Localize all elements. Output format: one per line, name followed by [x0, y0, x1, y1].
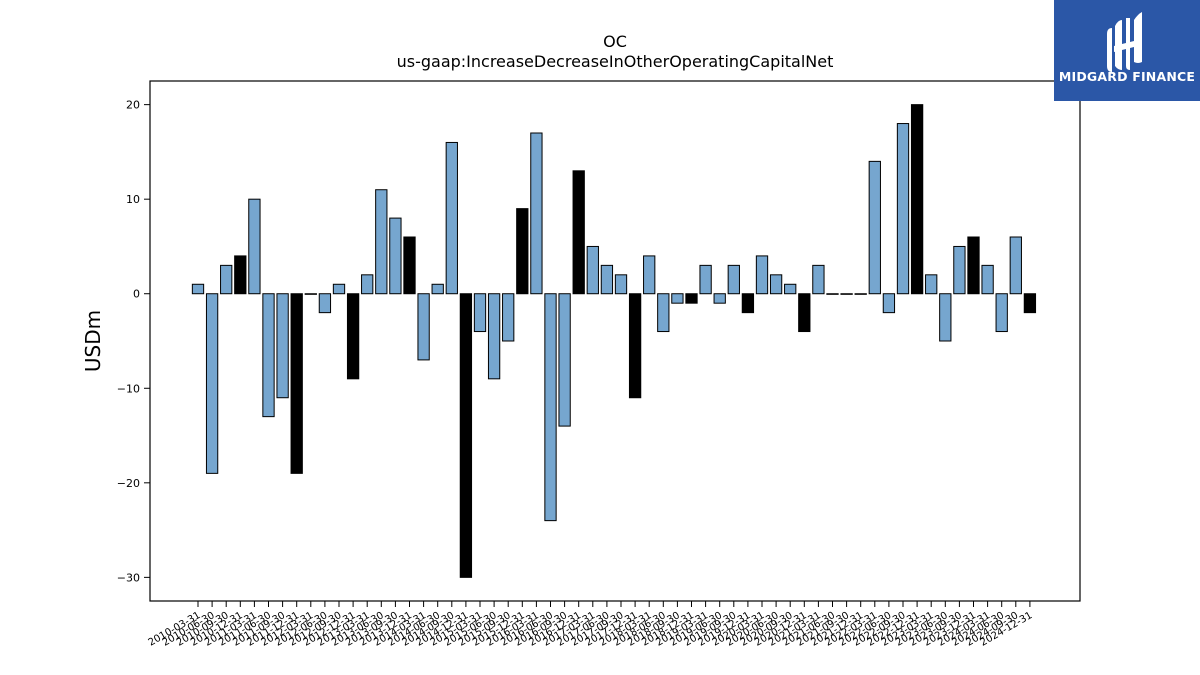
- bar-2013-06-30: [375, 189, 388, 295]
- bar-2013-12-31: [403, 236, 416, 295]
- bar-2016-09-30: [558, 293, 571, 427]
- bar-2016-12-31: [572, 170, 585, 295]
- y-tick-label: −10: [117, 382, 140, 395]
- bar-2017-09-30: [614, 274, 628, 295]
- bar-2019-03-31: [699, 264, 712, 295]
- bar-2012-06-30: [318, 293, 332, 314]
- bar-2015-03-31: [473, 293, 487, 333]
- bar-2019-09-30: [727, 264, 740, 295]
- bar-2022-12-31: [910, 104, 924, 295]
- bar-2011-12-31: [290, 293, 303, 474]
- midgard-finance-logo: MIDGARD FINANCE: [1054, 0, 1200, 101]
- bar-2018-03-31: [643, 255, 656, 295]
- y-tick-label: −20: [117, 477, 140, 490]
- bar-2023-06-30: [939, 293, 952, 342]
- logo-text: MIDGARD FINANCE: [1058, 69, 1196, 84]
- bar-2024-06-30: [995, 293, 1008, 333]
- bar-2011-06-30: [262, 293, 275, 418]
- y-tick-label: −30: [117, 571, 140, 584]
- bar-2014-09-30: [445, 141, 458, 295]
- bar-2020-03-31: [755, 255, 769, 295]
- bar-2010-03-31: [191, 283, 205, 295]
- bar-2018-09-30: [671, 293, 684, 304]
- bar-2017-12-31: [628, 293, 642, 399]
- y-tick-label: 0: [133, 288, 140, 301]
- bar-2016-06-30: [544, 293, 557, 522]
- bar-2012-03-31: [304, 293, 317, 295]
- bar-2021-03-31: [812, 264, 825, 295]
- bar-2017-03-31: [586, 245, 599, 295]
- bar-2022-09-30: [896, 123, 910, 295]
- bar-2019-12-31: [741, 293, 755, 314]
- bar-2021-09-30: [840, 293, 853, 295]
- bar-2023-09-30: [953, 245, 966, 295]
- chart-title: OC: [603, 32, 627, 51]
- bar-2012-09-30: [332, 283, 346, 295]
- logo-mark-icon: [1107, 12, 1142, 72]
- bar-2020-12-31: [798, 293, 811, 333]
- bar-2010-12-31: [234, 255, 247, 295]
- bar-2024-03-31: [981, 264, 994, 295]
- y-tick-label: 10: [126, 193, 140, 206]
- bar-2013-03-31: [361, 274, 374, 295]
- bar-2011-09-30: [276, 293, 289, 399]
- plot-frame: [149, 80, 1081, 602]
- bar-2018-12-31: [685, 293, 698, 304]
- bar-2024-09-30: [1009, 236, 1022, 295]
- bar-2012-12-31: [346, 293, 360, 380]
- bar-2021-12-31: [854, 293, 867, 295]
- bar-2019-06-30: [713, 293, 726, 304]
- bar-2017-06-30: [600, 264, 614, 295]
- bar-2020-09-30: [784, 283, 797, 295]
- bar-2011-03-31: [248, 198, 261, 295]
- bar-2022-03-31: [868, 160, 881, 295]
- bar-2021-06-30: [826, 293, 839, 295]
- bar-2016-03-31: [530, 132, 543, 295]
- bar-2014-03-31: [417, 293, 430, 361]
- bar-2015-09-30: [502, 293, 515, 342]
- bar-2015-12-31: [516, 208, 529, 295]
- bar-2010-06-30: [205, 293, 219, 474]
- bar-2023-03-31: [925, 274, 938, 295]
- bar-2015-06-30: [487, 293, 501, 380]
- bar-2023-12-31: [967, 236, 980, 295]
- y-axis-label: USDm: [81, 310, 105, 372]
- bar-2018-06-30: [657, 293, 670, 333]
- bar-2014-12-31: [459, 293, 473, 578]
- bar-2010-09-30: [220, 264, 233, 295]
- bar-2020-06-30: [769, 274, 783, 295]
- bar-2024-12-31: [1023, 293, 1037, 314]
- bar-2013-09-30: [389, 217, 402, 295]
- bar-2022-06-30: [882, 293, 896, 314]
- y-tick-label: 20: [126, 99, 140, 112]
- chart-subtitle: us-gaap:IncreaseDecreaseInOtherOperating…: [396, 52, 834, 71]
- bar-2014-06-30: [431, 283, 444, 295]
